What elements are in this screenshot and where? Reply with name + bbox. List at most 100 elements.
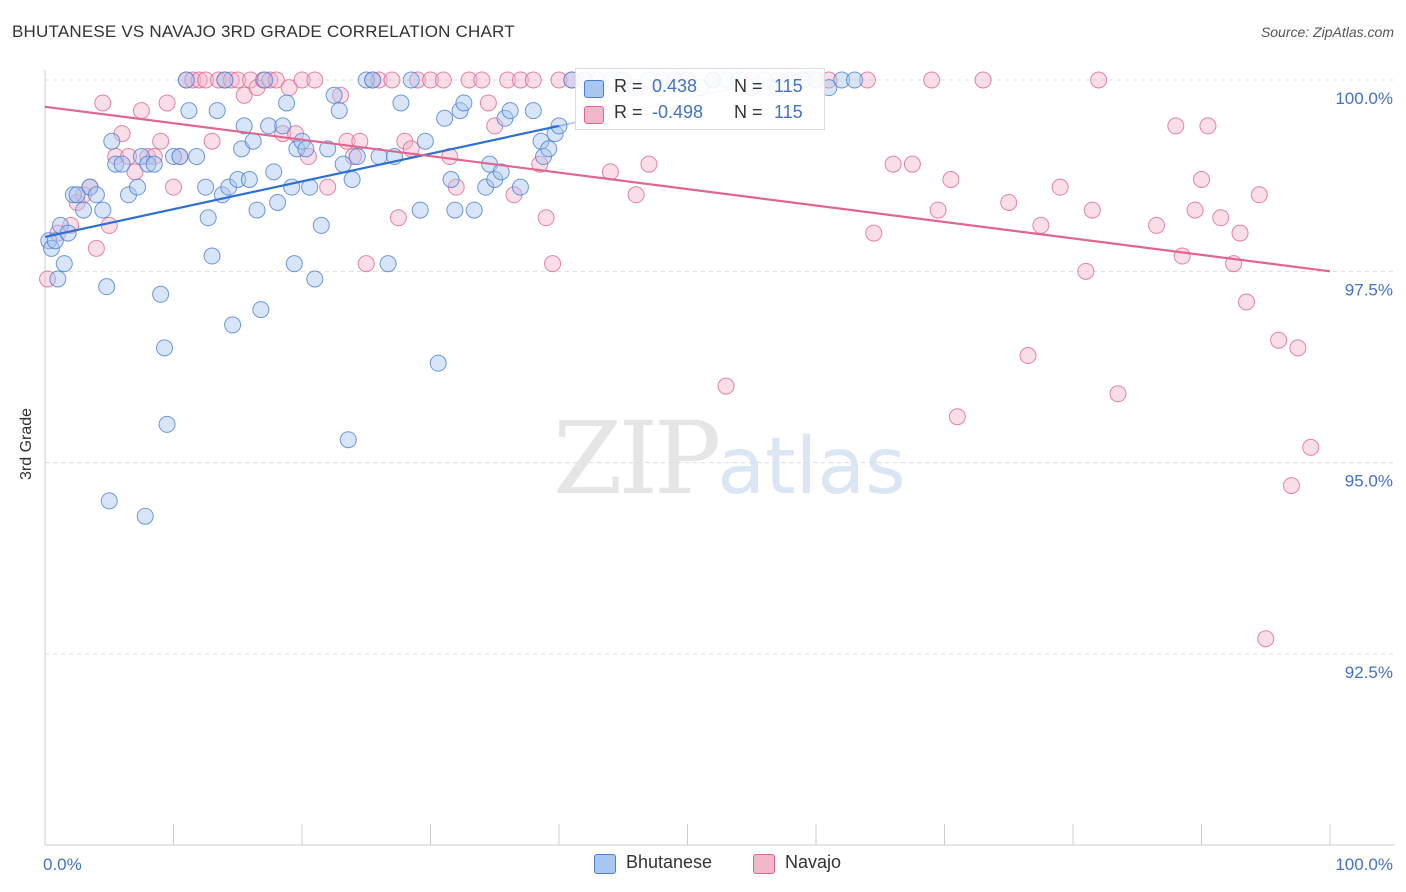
navajo-point xyxy=(1231,224,1249,242)
legend-n-label: N = xyxy=(734,76,763,96)
navajo-point xyxy=(1032,216,1050,234)
bhutanese-point xyxy=(68,186,86,204)
navajo-point xyxy=(717,377,735,395)
navajo-point xyxy=(1186,201,1204,219)
bhutanese-point xyxy=(833,71,851,89)
bhutanese-point xyxy=(492,163,510,181)
bhutanese-point xyxy=(145,155,163,173)
bhutanese-point xyxy=(546,125,564,143)
bhutanese-point xyxy=(252,301,270,319)
bhutanese-point xyxy=(235,117,253,135)
navajo-point xyxy=(1083,201,1101,219)
legend-r-value: -0.498 xyxy=(652,102,704,122)
navajo-point xyxy=(1257,630,1275,648)
bhutanese-point xyxy=(260,117,278,135)
watermark-zip: ZIP xyxy=(553,400,721,517)
bhutanese-point xyxy=(411,201,429,219)
navajo-point xyxy=(1289,339,1307,357)
bhutanese-point xyxy=(339,431,357,449)
navajo-point xyxy=(293,71,311,89)
legend-swatch-bhutanese xyxy=(584,80,604,98)
navajo-point xyxy=(511,71,529,89)
navajo-point xyxy=(1173,247,1191,265)
navajo-point xyxy=(389,209,407,227)
legend-swatch-navajo xyxy=(584,106,604,124)
navajo-point xyxy=(884,155,902,173)
legend-n-label: N = xyxy=(734,102,763,122)
chart-title: BHUTANESE VS NAVAJO 3RD GRADE CORRELATIO… xyxy=(12,22,515,41)
bhutanese-point xyxy=(392,94,410,112)
navajo-point xyxy=(499,71,517,89)
bhutanese-point xyxy=(177,71,195,89)
bhutanese-point xyxy=(501,102,519,120)
navajo-point xyxy=(39,270,57,288)
navajo-point xyxy=(132,102,150,120)
navajo-point xyxy=(903,155,921,173)
grid-lines xyxy=(45,79,1395,655)
bhutanese-point xyxy=(75,201,93,219)
bhutanese-point xyxy=(402,71,420,89)
navajo-point xyxy=(94,94,112,112)
bhutanese-point xyxy=(208,102,226,120)
legend-label-navajo: Navajo xyxy=(785,852,842,872)
watermark: ZIPatlas xyxy=(553,400,906,517)
bhutanese-point xyxy=(446,201,464,219)
navajo-point xyxy=(319,178,337,196)
bhutanese-point xyxy=(244,132,262,150)
navajo-point xyxy=(165,178,182,196)
bhutanese-point xyxy=(165,148,182,166)
y-tick-label: 95.0% xyxy=(1345,472,1393,491)
bhutanese-point xyxy=(248,201,266,219)
bhutanese-point xyxy=(451,102,469,120)
legend-swatch-navajo xyxy=(753,854,775,874)
navajo-point xyxy=(1212,209,1230,227)
bhutanese-point xyxy=(171,148,189,166)
navajo-point xyxy=(1250,186,1268,204)
navajo-point xyxy=(865,224,883,242)
navajo-point xyxy=(306,71,324,89)
navajo-point xyxy=(357,255,375,273)
source-label: Source: ZipAtlas.com xyxy=(1260,24,1394,40)
bhutanese-point xyxy=(129,178,147,196)
bhutanese-point xyxy=(158,415,176,433)
navajo-point xyxy=(197,71,215,89)
bhutanese-point xyxy=(269,193,287,211)
bhutanese-point xyxy=(188,148,206,166)
bhutanese-point xyxy=(103,132,121,150)
bhutanese-point xyxy=(180,102,198,120)
navajo-point xyxy=(100,216,118,234)
navajo-point xyxy=(1193,170,1210,188)
navajo-point xyxy=(460,71,478,89)
bhutanese-point xyxy=(343,170,361,188)
legend-r-label: R = xyxy=(614,76,643,96)
x-tick-label: 0.0% xyxy=(43,855,82,874)
navajo-point xyxy=(184,71,202,89)
legend-label-bhutanese: Bhutanese xyxy=(626,852,713,872)
navajo-point xyxy=(1167,117,1185,135)
bhutanese-point xyxy=(429,354,447,372)
bhutanese-point xyxy=(46,232,64,250)
navajo-point xyxy=(473,71,491,89)
navajo-point xyxy=(267,71,285,89)
bhutanese-point xyxy=(152,285,170,303)
legend-swatch-bhutanese xyxy=(594,854,616,874)
bhutanese-point xyxy=(540,140,558,158)
navajo-point xyxy=(544,255,562,273)
bhutanese-point xyxy=(94,201,112,219)
navajo-point xyxy=(1000,193,1018,211)
x-tick-labels: 0.0% 100.0% xyxy=(43,855,1393,874)
navajo-point xyxy=(550,71,568,89)
legend-n-value: 115 xyxy=(774,102,803,122)
navajo-point xyxy=(332,86,350,104)
bhutanese-point xyxy=(156,339,174,357)
navajo-point xyxy=(640,155,658,173)
bhutanese-point xyxy=(87,186,105,204)
navajo-point xyxy=(1090,71,1108,89)
navajo-point xyxy=(942,170,960,188)
navajo-point xyxy=(152,132,170,150)
y-tick-label: 92.5% xyxy=(1345,663,1393,682)
bhutanese-point xyxy=(113,155,131,173)
bhutanese-point xyxy=(334,155,352,173)
navajo-point xyxy=(537,209,555,227)
bhutanese-point xyxy=(357,71,375,89)
